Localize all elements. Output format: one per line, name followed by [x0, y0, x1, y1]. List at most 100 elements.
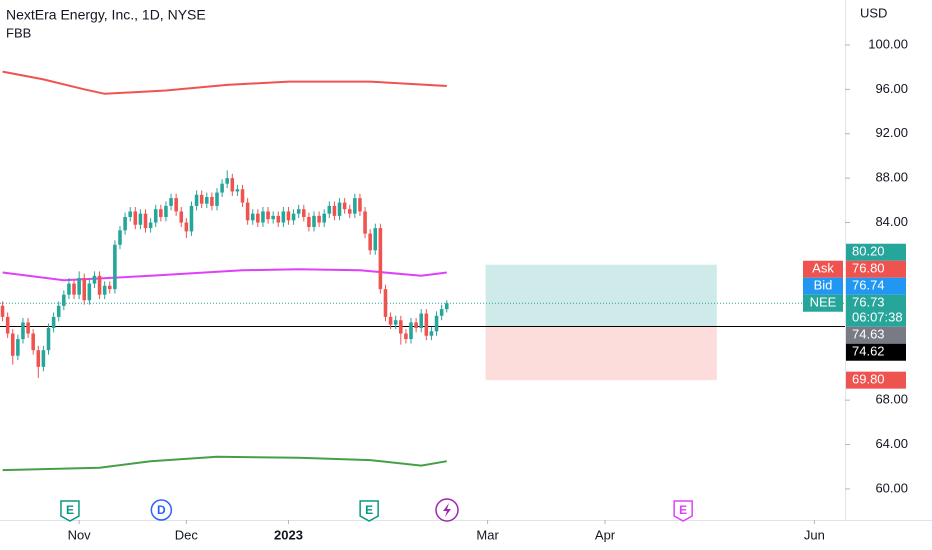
y-tick-label: 100.00	[868, 36, 908, 51]
price-badge	[846, 326, 906, 344]
candle-body	[281, 211, 286, 223]
candle-body	[434, 315, 439, 332]
candle-body	[199, 194, 204, 204]
price-tag: NEE	[810, 295, 837, 310]
candle-body	[317, 215, 321, 223]
candle-body	[164, 205, 168, 217]
price-badge	[846, 260, 906, 278]
candle-body	[235, 189, 240, 192]
candle-body	[327, 205, 332, 214]
candle-body	[148, 222, 153, 229]
candle-body	[302, 209, 306, 217]
candle-body	[143, 213, 148, 229]
dividends-split-icon	[435, 498, 459, 522]
price-badge-label: 76.80	[852, 261, 885, 276]
candle-body	[363, 211, 367, 234]
candle-body	[41, 350, 46, 367]
candle-body	[429, 331, 434, 336]
candle-body	[240, 189, 245, 203]
price-badge-label: 76.73	[852, 295, 885, 310]
candle-body	[5, 316, 10, 334]
candle-body	[26, 322, 30, 334]
x-tick-label: Apr	[595, 527, 616, 542]
price-badge-label: 80.20	[852, 244, 885, 259]
candle-body	[444, 303, 449, 310]
candle-body	[174, 198, 178, 212]
candle-body	[286, 211, 291, 221]
candle-body	[414, 322, 418, 328]
candle-body	[10, 333, 15, 356]
candle-body	[77, 278, 81, 295]
candle-body	[261, 211, 265, 223]
candle-body	[399, 320, 403, 334]
candle-body	[439, 309, 444, 316]
candle-body	[225, 178, 229, 184]
chart-title: NextEra Energy, Inc., 1D, NYSE	[6, 7, 206, 23]
candle-body	[271, 215, 275, 220]
indicator-label: FBB	[6, 25, 31, 40]
loss-zone	[485, 326, 717, 381]
event-marker	[60, 500, 80, 522]
candle-body	[419, 313, 424, 328]
y-tick-label: 96.00	[875, 81, 908, 96]
countdown: 06:07:38	[852, 310, 903, 325]
candle-body	[179, 211, 184, 223]
price-badge	[846, 277, 906, 295]
x-tick-label: Dec	[175, 527, 199, 542]
candle-body	[250, 213, 255, 221]
candle-body	[107, 285, 112, 290]
candle-body	[36, 350, 41, 367]
event-label: E	[66, 503, 74, 517]
candle-body	[62, 294, 66, 306]
price-badge	[846, 371, 906, 389]
price-badge	[846, 243, 906, 261]
candle-body	[210, 197, 214, 206]
candle-body	[153, 209, 158, 223]
candle-body	[82, 278, 87, 301]
event-marker	[150, 499, 173, 521]
candle-body	[368, 233, 372, 251]
candle-body	[245, 202, 250, 221]
candle-body	[291, 213, 296, 221]
candle-body	[72, 283, 76, 295]
candle-body	[87, 283, 92, 301]
candle-body	[322, 213, 327, 223]
price-badge-label: 74.63	[852, 327, 885, 342]
price-tag: Bid	[814, 278, 833, 293]
candle-body	[169, 198, 173, 206]
lightning-icon	[443, 503, 451, 517]
candle-body	[51, 316, 56, 328]
candle-body	[56, 305, 61, 317]
y-tick-label: 88.00	[875, 170, 908, 185]
candle-body	[342, 202, 347, 210]
candle-body	[296, 209, 301, 214]
profit-zone	[485, 264, 717, 327]
candle-body	[102, 285, 107, 295]
x-tick-label: Mar	[476, 527, 499, 542]
candle-body	[373, 228, 378, 251]
x-tick-label: 2023	[274, 527, 303, 542]
price-badge-label: 69.80	[852, 372, 885, 387]
event-label: E	[679, 503, 687, 517]
band-line	[2, 70, 447, 95]
candle-body	[21, 322, 25, 340]
y-tick-label: 68.00	[875, 392, 908, 407]
candle-body	[266, 211, 270, 220]
candle-body	[424, 313, 429, 336]
candle-body	[404, 333, 408, 340]
candle-body	[276, 215, 281, 223]
candle-body	[138, 213, 143, 225]
event-label: E	[365, 503, 373, 517]
y-tick-label: 84.00	[875, 214, 908, 229]
candle-body	[123, 216, 127, 231]
price-tag-box	[803, 260, 843, 278]
price-badge-label: 76.74	[852, 278, 885, 293]
candle-body	[347, 209, 352, 214]
candle-body	[118, 230, 122, 245]
candle-body	[189, 205, 194, 232]
candle-body	[184, 222, 189, 232]
price-tag: Ask	[812, 261, 834, 276]
event-marker	[359, 500, 379, 522]
candle-body	[332, 205, 337, 216]
